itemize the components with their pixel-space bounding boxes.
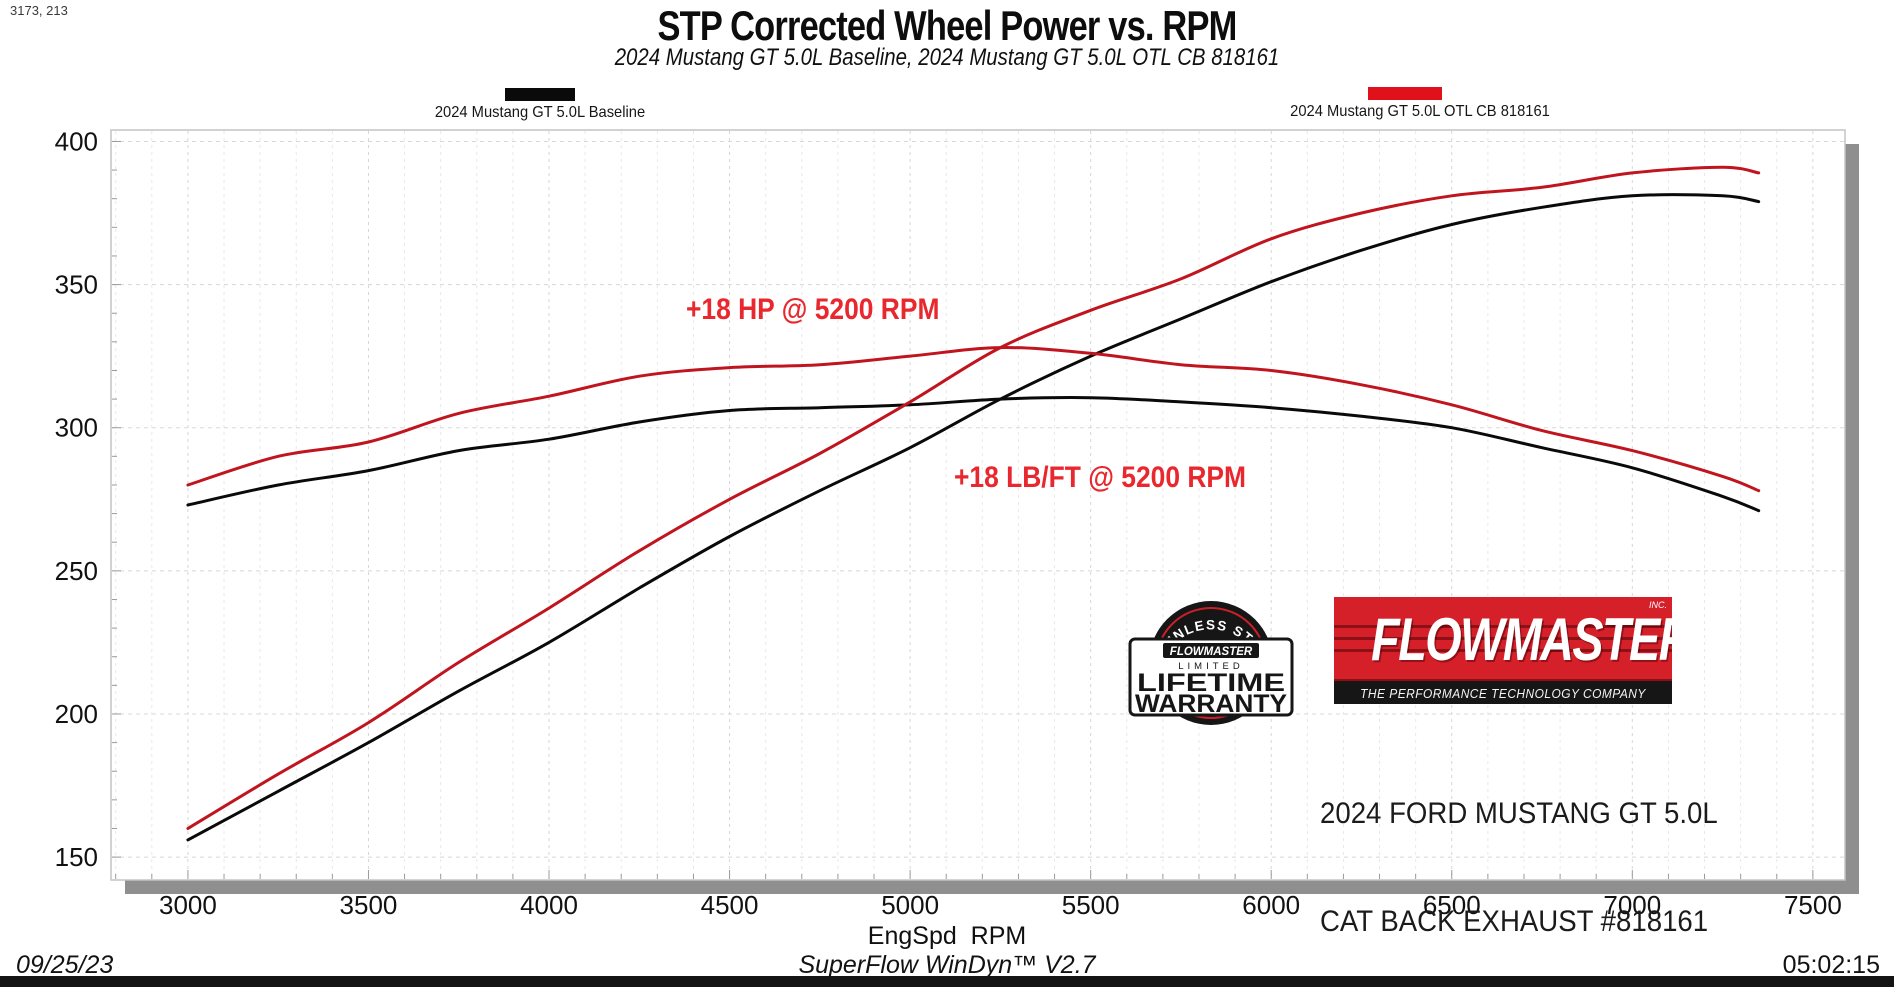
y-tick-label: 400 [55, 126, 98, 156]
logo-pinstripe [1334, 649, 1672, 652]
footer-time: 05:02:15 [1782, 951, 1880, 979]
cursor-coordinate-readout: 3173, 213 [10, 3, 68, 18]
chart-title: STP Corrected Wheel Power vs. RPM [657, 2, 1237, 49]
y-tick-label: 200 [55, 699, 98, 729]
flowmaster-logo-black-band: THE PERFORMANCE TECHNOLOGY COMPANY [1334, 679, 1672, 704]
curve-otl-cb-818161-wheel-torque-lb-ft- [186, 346, 1761, 493]
footer-date: 09/25/23 [16, 951, 114, 979]
x-axis-title: EngSpd RPM [867, 922, 1027, 950]
curve-baseline-wheel-torque-lb-ft- [186, 396, 1761, 513]
warranty-badge: STAINLESS STEEL FLOWMASTER LIMITED LIFET… [1128, 601, 1294, 725]
y-tick-label: 150 [55, 842, 98, 872]
x-tick-label: 7000 [1603, 890, 1661, 920]
bottom-bar [0, 976, 1894, 987]
x-tick-label: 4000 [520, 890, 578, 920]
badge-brand: FLOWMASTER [1170, 646, 1253, 658]
logo-pinstripe [1334, 637, 1672, 640]
flowmaster-logo: FLOWMASTER INC. THE PERFORMANCE TECHNOLO… [1334, 597, 1672, 704]
annotation-torque-gain: +18 LB/FT @ 5200 RPM [954, 461, 1247, 494]
chart-subtitle: 2024 Mustang GT 5.0L Baseline, 2024 Must… [614, 44, 1280, 71]
y-tick-label: 350 [55, 270, 98, 300]
logo-pinstripe [1334, 625, 1672, 628]
plot-area [110, 129, 1846, 881]
x-tick-label: 6000 [1242, 890, 1300, 920]
x-tick-label: 3500 [340, 890, 398, 920]
legend-otl-label: 2024 Mustang GT 5.0L OTL CB 818161 [1290, 103, 1550, 120]
x-tick-label: 5500 [1062, 890, 1120, 920]
curve-baseline-wheel-power-hp- [186, 193, 1761, 842]
badge-warranty: WARRANTY [1135, 690, 1287, 718]
vehicle-caption-line2: CAT BACK EXHAUST #818161 [1320, 905, 1709, 938]
x-tick-label: 7500 [1784, 890, 1842, 920]
y-tick-label: 250 [55, 556, 98, 586]
badge-brand-pill [1163, 643, 1259, 658]
x-tick-label: 5000 [881, 890, 939, 920]
vehicle-caption: 2024 FORD MUSTANG GT 5.0L CAT BACK EXHAU… [1320, 724, 1835, 987]
badge-limited: LIMITED [1178, 661, 1243, 672]
legend-baseline-label: 2024 Mustang GT 5.0L Baseline [434, 104, 646, 121]
flowmaster-tagline: THE PERFORMANCE TECHNOLOGY COMPANY [1360, 686, 1646, 701]
legend-otl-swatch [1368, 87, 1442, 100]
curve-otl-cb-818161-wheel-power-hp- [186, 165, 1761, 830]
x-tick-label: 4500 [701, 890, 759, 920]
x-tick-label: 3000 [159, 890, 217, 920]
x-tick-label: 6500 [1423, 890, 1481, 920]
flowmaster-inc-suffix: INC. [1649, 600, 1667, 610]
y-tick-label: 300 [55, 413, 98, 443]
footer-software-name: SuperFlow WinDyn™ V2.7 [798, 951, 1096, 979]
annotation-hp-gain: +18 HP @ 5200 RPM [686, 293, 940, 326]
badge-lifetime: LIFETIME [1137, 669, 1285, 697]
flowmaster-logo-red-panel: FLOWMASTER INC. [1334, 597, 1672, 679]
flowmaster-wordmark: FLOWMASTER [1371, 606, 1672, 673]
legend-baseline-swatch [505, 88, 575, 101]
vehicle-caption-line1: 2024 FORD MUSTANG GT 5.0L [1320, 797, 1718, 830]
